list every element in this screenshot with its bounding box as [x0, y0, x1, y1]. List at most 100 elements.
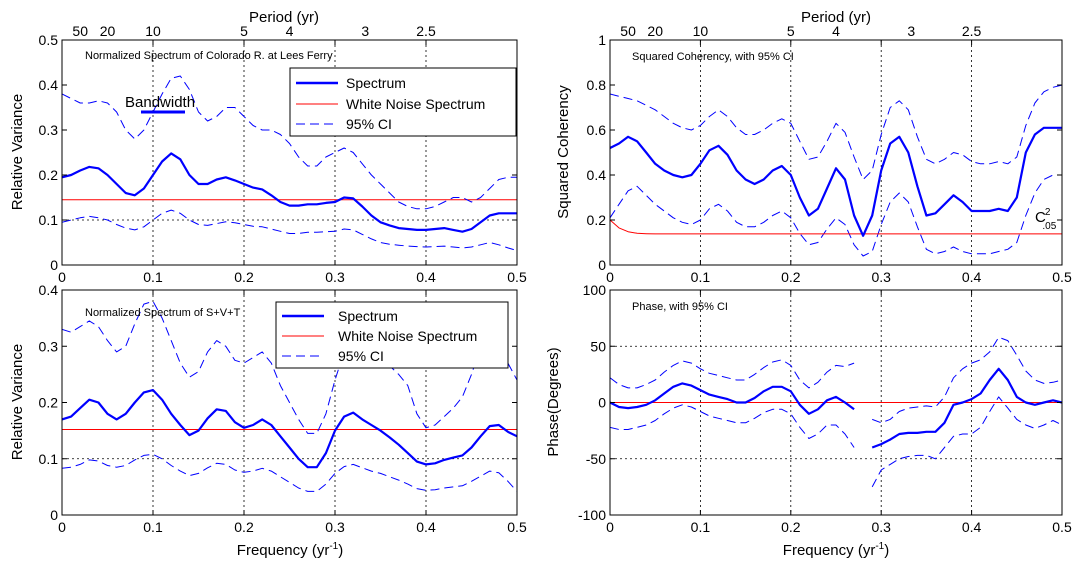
x-tick-label: 0.2 — [234, 519, 254, 535]
y-axis-label: Squared Coherency — [555, 85, 572, 219]
x-tick-label: 0.2 — [781, 269, 801, 285]
y-tick-label: 0.2 — [39, 395, 59, 411]
y-tick-label: 0.6 — [587, 122, 607, 138]
bandwidth-label: Bandwidth — [125, 94, 195, 111]
x-axis-label-exponent: -1 — [329, 541, 338, 552]
x-tick-label: 0.1 — [143, 269, 163, 285]
period-axis-label: Period (yr) — [801, 9, 871, 26]
x-tick-label: 0 — [606, 519, 614, 535]
y-tick-label: 0.4 — [39, 282, 59, 298]
legend-box — [289, 67, 517, 137]
y-tick-label: 0 — [50, 507, 58, 523]
threshold-label: C2 .05 — [1035, 207, 1057, 232]
y-tick-label: -100 — [578, 507, 606, 523]
x-tick-label: 0.5 — [1052, 269, 1072, 285]
y-ticks: 0 0.1 0.2 0.3 0.4 0.5 — [39, 32, 517, 273]
y-tick-label: 0 — [598, 395, 606, 411]
x-axis-label-text: Frequency (yr — [237, 542, 330, 559]
y-tick-label: 1 — [598, 32, 606, 48]
y-tick-label: 0.4 — [39, 77, 59, 93]
x-tick-label: 0.3 — [871, 269, 891, 285]
y-tick-label: 100 — [583, 282, 607, 298]
panel-colorado-spectrum: 0 0.1 0.2 0.3 0.4 0.5 0 0.1 0.2 0.3 0.4 0.5 50 20 10… — [9, 9, 527, 285]
x-tick-label: 0 — [58, 519, 66, 535]
ci-lower-line-seg1 — [610, 404, 855, 448]
panel-annotation: Normalized Spectrum of S+V+T — [85, 307, 241, 319]
period-axis-label: Period (yr) — [249, 9, 319, 26]
ci-upper-line-seg1 — [610, 359, 855, 389]
y-tick-label: 0.1 — [39, 451, 59, 467]
ci-upper-line — [62, 75, 517, 210]
period-tick-label: 3 — [907, 23, 915, 39]
threshold-label-superscript: 2 — [1045, 207, 1051, 218]
x-axis-label-close: ) — [338, 542, 343, 559]
y-ticks: 0 0.1 0.2 0.3 0.4 — [39, 282, 517, 523]
axes-frame — [61, 39, 518, 266]
x-tick-label: 0.3 — [325, 519, 345, 535]
panel-phase: -100 -50 0 50 100 0 0.1 0.2 0.3 0.4 0.5 Phase(Deg… — [545, 282, 1072, 559]
ci-upper-line-seg2 — [872, 336, 1062, 424]
x-axis-label: Frequency (yr-1) — [783, 541, 889, 559]
ci-lower-line — [610, 174, 1062, 257]
y-tick-label: 0.4 — [587, 167, 607, 183]
ci-upper-line — [610, 84, 1062, 180]
period-tick-label: 10 — [693, 23, 709, 39]
x-ticks: 0 0.1 0.2 0.3 0.4 0.5 — [58, 290, 527, 535]
panel-svt-spectrum: 0 0.1 0.2 0.3 0.4 0 0.1 0.2 0.3 0.4 0.5 Relative … — [9, 282, 527, 559]
traces — [62, 75, 517, 252]
legend-label-ci: 95% CI — [346, 116, 392, 132]
legend: Spectrum White Noise Spectrum 95% CI — [275, 301, 509, 369]
traces — [610, 84, 1062, 257]
plot-area — [610, 40, 1062, 265]
period-tick-label: 4 — [832, 23, 840, 39]
traces — [610, 336, 1062, 488]
x-axis-label-exponent: -1 — [875, 541, 884, 552]
y-tick-label: -50 — [586, 451, 606, 467]
x-tick-label: 0.5 — [507, 519, 527, 535]
threshold-line — [610, 219, 1062, 235]
y-tick-label: 0.8 — [587, 77, 607, 93]
ci-lower-line-seg2 — [871, 396, 1062, 488]
x-tick-label: 0.1 — [691, 269, 711, 285]
y-ticks: 0 0.2 0.4 0.6 0.8 1 — [587, 32, 1062, 273]
legend-label-white-noise: White Noise Spectrum — [346, 96, 485, 112]
x-tick-label: 0.5 — [507, 269, 527, 285]
x-tick-label: 0.1 — [691, 519, 711, 535]
x-tick-label: 0.2 — [234, 269, 254, 285]
x-ticks: 0 0.1 0.2 0.3 0.4 0.5 — [606, 40, 1072, 285]
x-tick-label: 0.3 — [871, 519, 891, 535]
threshold-label-subscript: .05 — [1042, 221, 1056, 232]
period-tick-label: 5 — [787, 23, 795, 39]
period-tick-label: 5 — [240, 23, 248, 39]
y-ticks: -100 -50 0 50 100 — [578, 282, 1062, 523]
x-tick-label: 0.1 — [143, 519, 163, 535]
period-tick-label: 50 — [620, 23, 636, 39]
period-tick-label: 3 — [361, 23, 369, 39]
phase-line-seg2 — [871, 367, 1062, 449]
y-tick-label: 0.1 — [39, 212, 59, 228]
period-ticks: 50 20 10 5 4 3 2.5 — [72, 23, 436, 39]
ci-upper-line — [62, 300, 517, 434]
grid — [62, 40, 517, 265]
x-ticks: 0 0.1 0.2 0.3 0.4 0.5 — [606, 290, 1072, 535]
period-tick-label: 2.5 — [962, 23, 982, 39]
x-tick-label: 0.3 — [325, 269, 345, 285]
period-ticks: 50 20 10 5 4 3 2.5 — [620, 23, 981, 39]
period-tick-label: 20 — [647, 23, 663, 39]
grid — [62, 290, 517, 515]
x-tick-label: 0 — [58, 269, 66, 285]
x-tick-label: 0.4 — [962, 519, 982, 535]
legend-label-ci: 95% CI — [338, 348, 384, 364]
x-tick-label: 0.4 — [416, 269, 436, 285]
spectrum-line — [62, 389, 517, 469]
ci-lower-line — [62, 209, 517, 252]
x-tick-label: 0.2 — [781, 519, 801, 535]
y-axis-label: Relative Variance — [9, 94, 26, 210]
y-tick-label: 0 — [50, 257, 58, 273]
legend-label-spectrum: Spectrum — [346, 75, 406, 91]
threshold-label-text: C — [1035, 209, 1046, 226]
traces — [62, 300, 517, 492]
period-tick-label: 20 — [100, 23, 116, 39]
spectrum-line — [62, 152, 517, 233]
y-tick-label: 0 — [598, 257, 606, 273]
